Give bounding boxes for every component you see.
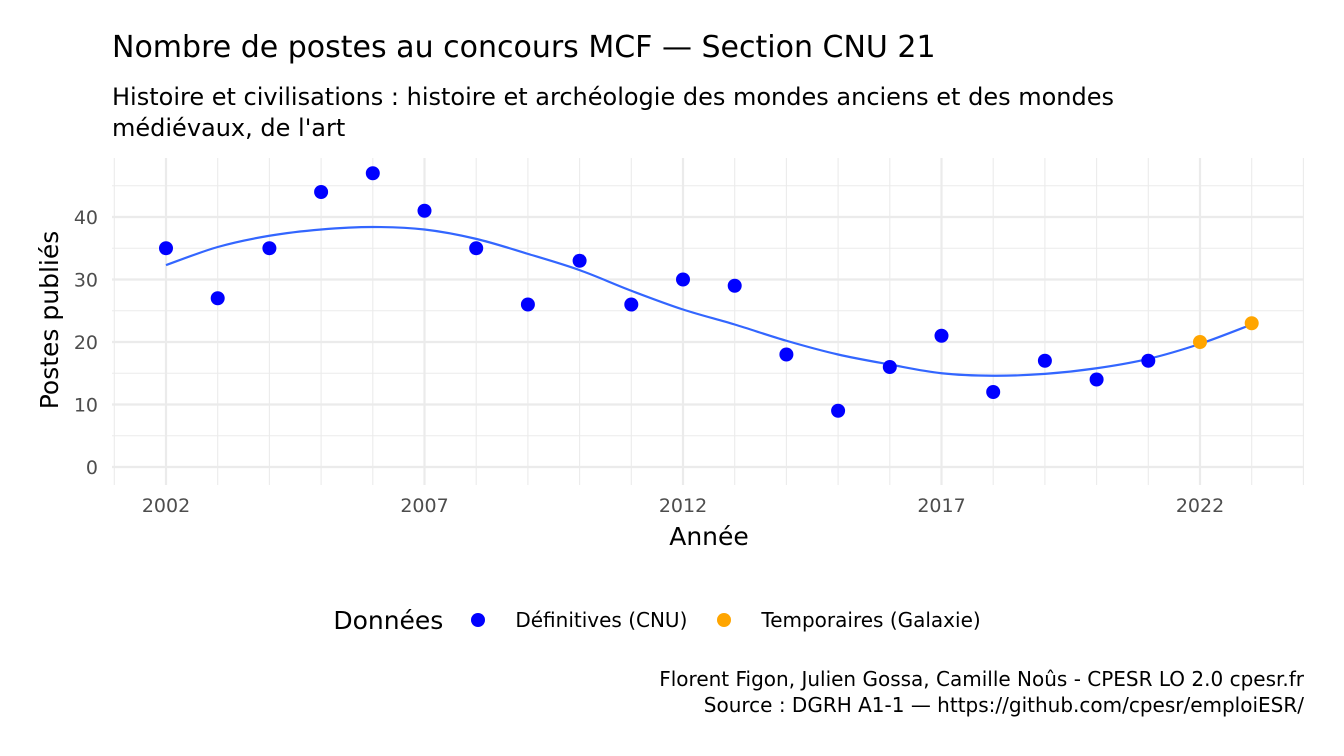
trend-line <box>165 225 1253 377</box>
point-definitives <box>417 203 432 218</box>
caption-source: Source : DGRH A1-1 — https://github.com/… <box>703 693 1304 717</box>
point-definitives <box>779 347 794 362</box>
point-definitives <box>159 241 173 256</box>
point-definitives <box>1037 353 1052 368</box>
legend-item-definitives: Définitives (CNU) <box>471 608 687 632</box>
point-definitives <box>986 385 1001 399</box>
point-definitives <box>520 297 535 312</box>
point-definitives <box>727 278 742 293</box>
point-definitives <box>469 241 484 256</box>
legend: Données Définitives (CNU) Temporaires (G… <box>0 600 1344 640</box>
caption-authors: Florent Figon, Julien Gossa, Camille Noû… <box>659 667 1304 691</box>
legend-item-temporaires: Temporaires (Galaxie) <box>717 608 981 632</box>
grid-lines <box>112 158 1304 485</box>
x-tick-label: 2017 <box>917 495 965 517</box>
chart-title: Nombre de postes au concours MCF — Secti… <box>112 30 936 65</box>
point-definitives <box>676 272 690 287</box>
x-tick-label: 2022 <box>1176 495 1224 517</box>
point-temporaires <box>1244 316 1259 331</box>
point-definitives <box>624 297 639 312</box>
legend-dot-definitives <box>471 613 486 627</box>
point-temporaires <box>1193 335 1207 349</box>
data-points <box>159 166 1259 418</box>
axis-labels: 2002 2007 2012 2017 2022 0 10 20 30 40 <box>74 207 1224 517</box>
y-tick-label: 20 <box>74 332 98 354</box>
legend-dot-temporaires <box>717 613 732 627</box>
point-definitives <box>1141 353 1156 368</box>
x-tick-label: 2012 <box>659 495 707 517</box>
y-axis-title: Postes publiés <box>35 231 64 410</box>
point-definitives <box>314 185 329 199</box>
point-definitives <box>365 166 380 181</box>
point-definitives <box>1089 372 1104 387</box>
point-definitives <box>882 360 897 374</box>
y-tick-label: 10 <box>74 395 98 417</box>
legend-title: Données <box>333 605 444 635</box>
point-definitives <box>262 241 277 256</box>
legend-label-temporaires: Temporaires (Galaxie) <box>761 608 981 632</box>
point-definitives <box>210 291 225 306</box>
y-tick-label: 40 <box>74 207 98 229</box>
point-definitives <box>934 328 949 343</box>
y-tick-label: 30 <box>74 270 98 292</box>
point-definitives <box>831 403 846 418</box>
scatter-chart: 2002 2007 2012 2017 2022 0 10 20 30 40 Année Post… <box>35 158 1304 551</box>
chart-subtitle: Histoire et civilisations : histoire et … <box>112 83 1114 142</box>
x-tick-label: 2002 <box>142 495 190 517</box>
x-tick-label: 2007 <box>400 495 448 517</box>
y-tick-label: 0 <box>86 457 98 479</box>
x-axis-title: Année <box>669 522 749 551</box>
point-definitives <box>572 253 587 268</box>
caption: Florent Figon, Julien Gossa, Camille Noû… <box>659 666 1304 718</box>
legend-label-definitives: Définitives (CNU) <box>515 608 688 632</box>
